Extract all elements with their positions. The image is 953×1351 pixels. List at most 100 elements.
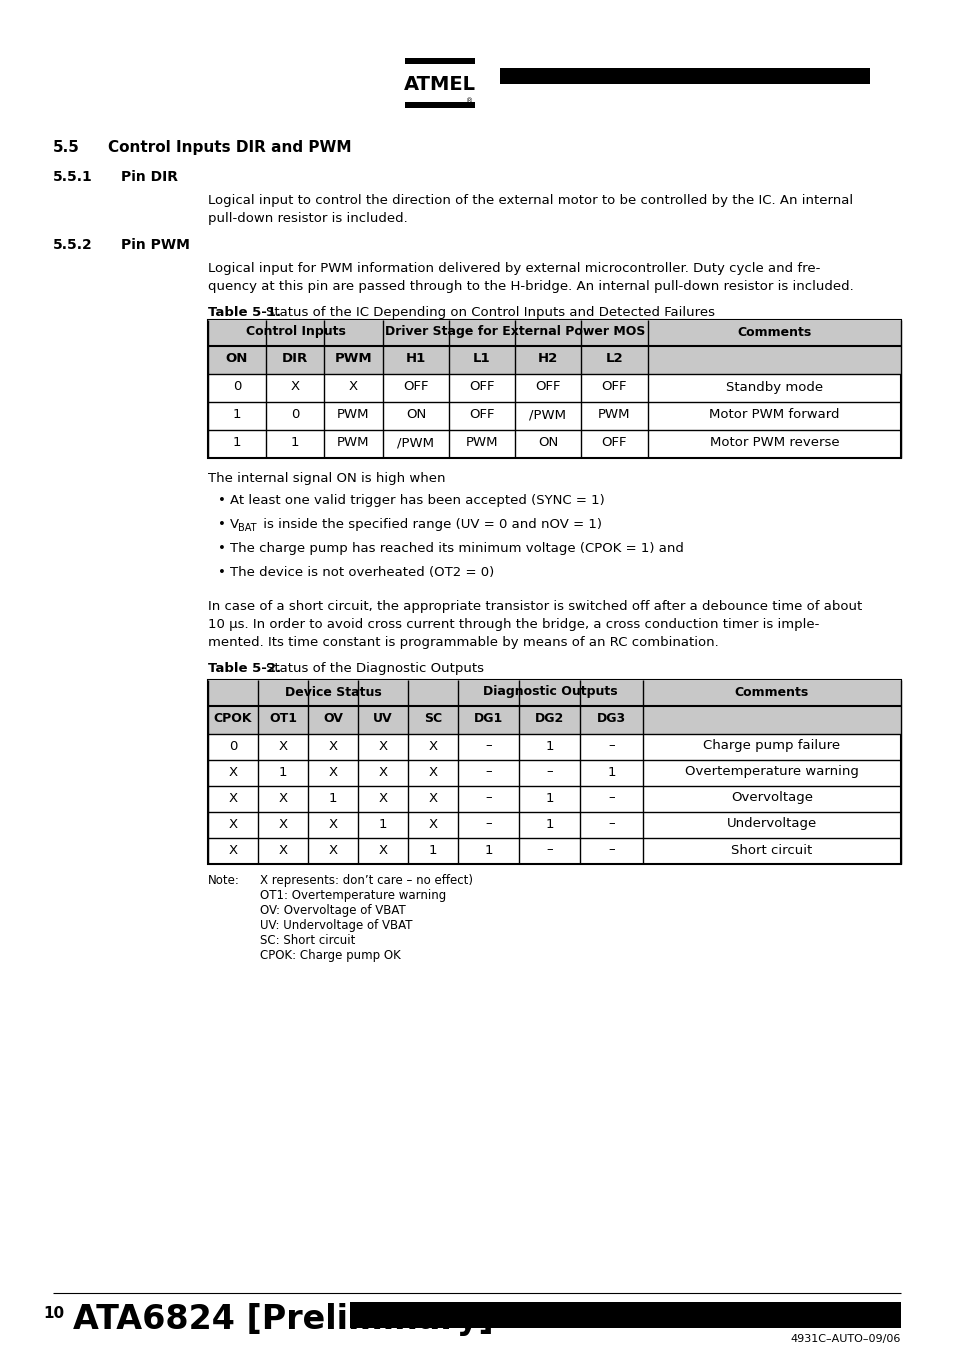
Text: UV: Undervoltage of VBAT: UV: Undervoltage of VBAT xyxy=(260,919,412,932)
Bar xyxy=(208,320,900,458)
Text: X: X xyxy=(328,817,337,831)
Text: V: V xyxy=(230,517,239,531)
Bar xyxy=(647,320,900,346)
Text: Table 5-1.: Table 5-1. xyxy=(208,305,281,319)
Text: X: X xyxy=(378,792,387,804)
Text: X: X xyxy=(428,792,437,804)
Text: 1: 1 xyxy=(378,817,387,831)
Text: H2: H2 xyxy=(537,353,558,366)
Text: –: – xyxy=(608,792,614,804)
Text: ON: ON xyxy=(405,408,426,422)
Text: X: X xyxy=(228,766,237,778)
Text: ATA6824 [Preliminary]: ATA6824 [Preliminary] xyxy=(73,1302,494,1336)
Text: –: – xyxy=(485,792,492,804)
Text: X: X xyxy=(278,843,287,857)
Text: PWM: PWM xyxy=(465,436,497,450)
Text: X: X xyxy=(328,766,337,778)
Text: Control Inputs DIR and PWM: Control Inputs DIR and PWM xyxy=(108,141,351,155)
Text: 1: 1 xyxy=(545,792,553,804)
Text: X: X xyxy=(228,792,237,804)
Text: DG1: DG1 xyxy=(474,712,502,725)
Text: X: X xyxy=(328,843,337,857)
Text: 5.5: 5.5 xyxy=(53,141,80,155)
Text: OFF: OFF xyxy=(601,436,626,450)
Text: UV: UV xyxy=(373,712,393,725)
Text: quency at this pin are passed through to the H-bridge. An internal pull-down res: quency at this pin are passed through to… xyxy=(208,280,853,293)
Text: L2: L2 xyxy=(605,353,622,366)
Text: PWM: PWM xyxy=(598,408,630,422)
Text: Standby mode: Standby mode xyxy=(725,381,822,393)
Text: –: – xyxy=(608,739,614,753)
Text: BAT: BAT xyxy=(237,523,256,534)
Text: ATMEL: ATMEL xyxy=(403,76,476,95)
Text: L1: L1 xyxy=(473,353,490,366)
Text: 4931C–AUTO–09/06: 4931C–AUTO–09/06 xyxy=(790,1333,900,1344)
Text: OV: Overvoltage of VBAT: OV: Overvoltage of VBAT xyxy=(260,904,405,917)
Bar xyxy=(405,58,475,63)
Text: At least one valid trigger has been accepted (SYNC = 1): At least one valid trigger has been acce… xyxy=(230,494,604,507)
Text: mented. Its time constant is programmable by means of an RC combination.: mented. Its time constant is programmabl… xyxy=(208,636,718,648)
Text: X: X xyxy=(228,817,237,831)
Text: Table 5-2.: Table 5-2. xyxy=(208,662,281,676)
Text: SC: SC xyxy=(423,712,441,725)
Text: •: • xyxy=(218,517,226,531)
Text: –: – xyxy=(485,817,492,831)
Bar xyxy=(457,680,642,707)
Text: 1: 1 xyxy=(291,436,299,450)
Text: 1: 1 xyxy=(545,817,553,831)
Text: X represents: don’t care – no effect): X represents: don’t care – no effect) xyxy=(260,874,473,888)
Text: –: – xyxy=(608,843,614,857)
Text: X: X xyxy=(428,817,437,831)
Text: Motor PWM reverse: Motor PWM reverse xyxy=(709,436,839,450)
Text: 1: 1 xyxy=(329,792,337,804)
Text: X: X xyxy=(228,843,237,857)
Text: X: X xyxy=(378,766,387,778)
Text: SC: Short circuit: SC: Short circuit xyxy=(260,934,355,947)
Text: Logical input to control the direction of the external motor to be controlled by: Logical input to control the direction o… xyxy=(208,195,852,207)
Bar xyxy=(382,320,647,346)
Text: OT1: OT1 xyxy=(269,712,296,725)
Text: 1: 1 xyxy=(428,843,436,857)
Text: OFF: OFF xyxy=(535,381,560,393)
Bar xyxy=(499,68,869,84)
Text: –: – xyxy=(546,843,552,857)
Text: X: X xyxy=(378,739,387,753)
Text: ®: ® xyxy=(465,99,473,104)
Text: 1: 1 xyxy=(233,436,241,450)
Text: PWM: PWM xyxy=(335,353,372,366)
Text: Logical input for PWM information delivered by external microcontroller. Duty cy: Logical input for PWM information delive… xyxy=(208,262,820,276)
Text: Comments: Comments xyxy=(737,326,811,339)
Text: Diagnostic Outputs: Diagnostic Outputs xyxy=(482,685,618,698)
Text: PWM: PWM xyxy=(337,436,370,450)
Text: 1: 1 xyxy=(545,739,553,753)
Text: Driver Stage for External Power MOS: Driver Stage for External Power MOS xyxy=(385,326,645,339)
Bar xyxy=(208,346,900,374)
Text: H1: H1 xyxy=(405,353,426,366)
Bar xyxy=(642,680,900,707)
Text: X: X xyxy=(278,739,287,753)
Text: PWM: PWM xyxy=(337,408,370,422)
Text: OT1: Overtemperature warning: OT1: Overtemperature warning xyxy=(260,889,446,902)
Bar xyxy=(208,680,900,865)
Text: X: X xyxy=(428,739,437,753)
Text: Motor PWM forward: Motor PWM forward xyxy=(708,408,839,422)
Text: CPOK: Charge pump OK: CPOK: Charge pump OK xyxy=(260,948,400,962)
Text: 0: 0 xyxy=(291,408,299,422)
Text: OFF: OFF xyxy=(403,381,428,393)
Text: CPOK: CPOK xyxy=(213,712,252,725)
Text: Note:: Note: xyxy=(208,874,239,888)
Text: X: X xyxy=(428,766,437,778)
Text: X: X xyxy=(290,381,299,393)
Text: 1: 1 xyxy=(278,766,287,778)
Text: –: – xyxy=(608,817,614,831)
Text: –: – xyxy=(485,766,492,778)
Text: OFF: OFF xyxy=(469,381,495,393)
Text: DG2: DG2 xyxy=(535,712,563,725)
Text: /PWM: /PWM xyxy=(397,436,434,450)
Text: OFF: OFF xyxy=(469,408,495,422)
Text: 5.5.2: 5.5.2 xyxy=(53,238,92,253)
Text: X: X xyxy=(328,739,337,753)
Text: Overtemperature warning: Overtemperature warning xyxy=(684,766,858,778)
Text: –: – xyxy=(485,739,492,753)
Text: Charge pump failure: Charge pump failure xyxy=(702,739,840,753)
